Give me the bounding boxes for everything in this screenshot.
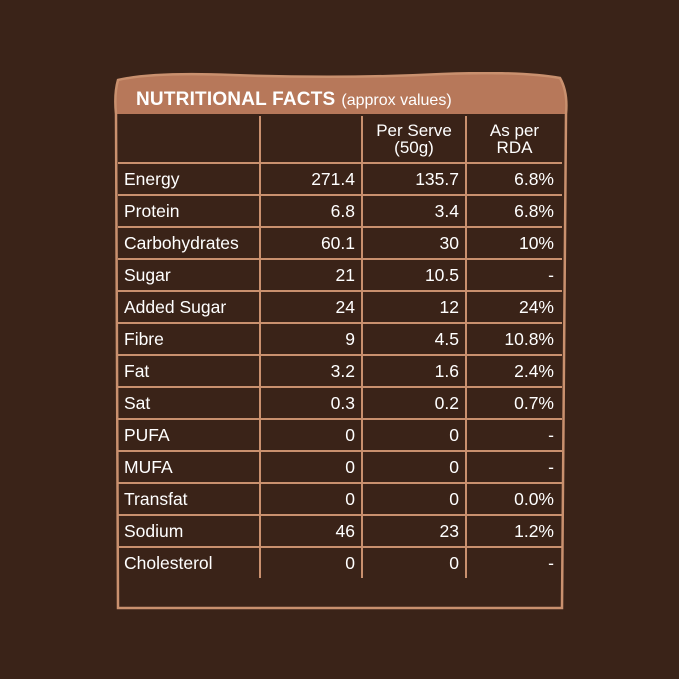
per-serve-value: 0 [361, 482, 467, 516]
rda-value: 6.8% [465, 162, 562, 196]
rda-value: - [465, 450, 562, 484]
rda-value: 2.4% [465, 354, 562, 388]
panel-title: NUTRITIONAL FACTS (approx values) [136, 82, 452, 118]
per-serve-value: 1.6 [361, 354, 467, 388]
per100-value: 9 [259, 322, 363, 356]
nutrient-name: Fat [118, 354, 261, 388]
rda-value: 10.8% [465, 322, 562, 356]
per100-value: 24 [259, 290, 363, 324]
table-header-row: Per Serve (50g) As per RDA [118, 116, 562, 164]
rda-value: 0.0% [465, 482, 562, 516]
per100-value: 21 [259, 258, 363, 292]
rda-value: 1.2% [465, 514, 562, 548]
nutrient-name: Cholesterol [118, 546, 261, 578]
per100-value: 271.4 [259, 162, 363, 196]
rda-value: 6.8% [465, 194, 562, 228]
table-row: Cholesterol 0 0 - [118, 546, 562, 578]
panel-border [114, 72, 568, 610]
per-serve-value: 4.5 [361, 322, 467, 356]
per100-value: 0 [259, 450, 363, 484]
rda-value: - [465, 418, 562, 452]
rda-value: - [465, 258, 562, 292]
nutrient-name: Sat [118, 386, 261, 420]
nutrient-name: Fibre [118, 322, 261, 356]
rda-value: - [465, 546, 562, 578]
per-serve-value: 135.7 [361, 162, 467, 196]
nutrient-name: Carbohydrates [118, 226, 261, 260]
per100-value: 3.2 [259, 354, 363, 388]
title-sub: (approx values) [341, 92, 452, 109]
per100-value: 0 [259, 418, 363, 452]
nutrient-name: Added Sugar [118, 290, 261, 324]
per-serve-value: 3.4 [361, 194, 467, 228]
nutrient-name: PUFA [118, 418, 261, 452]
per100-value: 0 [259, 482, 363, 516]
nutrition-table: Per Serve (50g) As per RDA Energy 271.4 … [118, 116, 562, 578]
column-header-rda: As per RDA [465, 116, 562, 164]
nutrient-name: MUFA [118, 450, 261, 484]
table-row: Added Sugar 24 12 24% [118, 290, 562, 324]
nutrient-name: Transfat [118, 482, 261, 516]
per-serve-value: 0 [361, 450, 467, 484]
rda-value: 0.7% [465, 386, 562, 420]
nutrient-name: Energy [118, 162, 261, 196]
column-header-per-serve: Per Serve (50g) [361, 116, 467, 164]
header-band [115, 73, 567, 114]
table-row: Sugar 21 10.5 - [118, 258, 562, 292]
column-header-per100 [259, 116, 363, 164]
panel-outline [114, 72, 568, 610]
column-header-nutrient [118, 116, 261, 164]
nutrition-panel: NUTRITIONAL FACTS (approx values) Per Ser… [112, 72, 568, 610]
per100-value: 60.1 [259, 226, 363, 260]
per-serve-value: 0 [361, 546, 467, 578]
table-row: Energy 271.4 135.7 6.8% [118, 162, 562, 196]
nutrient-name: Sodium [118, 514, 261, 548]
table-row: Sodium 46 23 1.2% [118, 514, 562, 548]
per-serve-value: 30 [361, 226, 467, 260]
per100-value: 6.8 [259, 194, 363, 228]
table-row: Carbohydrates 60.1 30 10% [118, 226, 562, 260]
per100-value: 0 [259, 546, 363, 578]
rda-value: 24% [465, 290, 562, 324]
table-row: Transfat 0 0 0.0% [118, 482, 562, 516]
nutrient-name: Sugar [118, 258, 261, 292]
per-serve-value: 23 [361, 514, 467, 548]
table-row: Sat 0.3 0.2 0.7% [118, 386, 562, 420]
nutrient-name: Protein [118, 194, 261, 228]
per100-value: 46 [259, 514, 363, 548]
per-serve-value: 0.2 [361, 386, 467, 420]
table-row: Fat 3.2 1.6 2.4% [118, 354, 562, 388]
table-row: Fibre 9 4.5 10.8% [118, 322, 562, 356]
per-serve-value: 12 [361, 290, 467, 324]
title-main: NUTRITIONAL FACTS [136, 89, 336, 110]
table-row: MUFA 0 0 - [118, 450, 562, 484]
table-row: PUFA 0 0 - [118, 418, 562, 452]
table-row: Protein 6.8 3.4 6.8% [118, 194, 562, 228]
rda-value: 10% [465, 226, 562, 260]
per-serve-value: 0 [361, 418, 467, 452]
per-serve-value: 10.5 [361, 258, 467, 292]
per100-value: 0.3 [259, 386, 363, 420]
